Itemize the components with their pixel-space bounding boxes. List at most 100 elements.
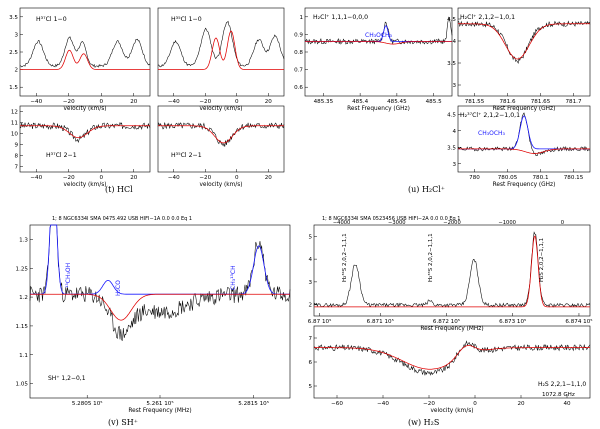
- panel-hcl-1-0-37-ytick-label: 2.5: [9, 50, 18, 56]
- panel-h2s-top: 6.87 10⁵ 6.871 10⁵ 6.872 10⁵ 6.873 10⁵ 6.874…: [308, 220, 593, 332]
- panel-shp-xlabel: Rest Frequency (MHz): [128, 408, 191, 414]
- bluelabel-shp-h2co: H₂CO: [115, 280, 122, 296]
- panel-h2cl-780-xtick-label: 780.1: [532, 175, 548, 181]
- panel-h2s-bottom-xtick-label: 40: [563, 401, 571, 407]
- header-h2s: 1; 8 NGC6334I SMA 0523456 USB HIFI−2A 0.…: [322, 216, 460, 222]
- panel-hcl-2-1-35-xtick-label: −20: [199, 175, 211, 181]
- panel-hcl-1-0-37-xtick-label: 20: [130, 99, 138, 105]
- label-h2cl-485: H₂Cl⁺ 1,1,1−0,0,0: [313, 14, 368, 21]
- h2s-top-axis-label: −2000: [443, 220, 461, 226]
- panel-h2cl-780-ytick-label: 4.5: [447, 112, 456, 118]
- h2s-top-axis-label: 0: [561, 220, 564, 226]
- panel-h2cl-781-xtick-label: 781.65: [531, 99, 551, 105]
- panel-h2cl-781-ytick-label: 3.5: [447, 61, 456, 67]
- panel-h2cl-485-xtick-label: 485.35: [314, 99, 334, 105]
- linelabel-h2s33: H₂³³S 2,0,2−1,1,1: [427, 233, 434, 282]
- linelabel-h2s34: H₂³⁴S 2,0,2−1,1,1: [341, 233, 348, 282]
- panel-hcl-2-1-37-xtick-label: −20: [63, 175, 75, 181]
- panel-hcl-1-0-37-xtick-label: 0: [99, 99, 103, 105]
- panel-h2cl-780-ytick-label: 4: [452, 129, 456, 135]
- h2s-top-axis-label: −4000: [333, 220, 351, 226]
- panel-h2s-bottom-xlabel: velocity (km/s): [431, 408, 474, 414]
- caption-u: (u) H₂Cl⁺: [408, 185, 445, 194]
- panel-h2s-top-axes: [313, 224, 591, 317]
- model-hcl-2-1-35: [158, 125, 284, 144]
- panel-hcl-2-1-37-ytick-label: 9: [14, 143, 18, 149]
- bluelabel-h2cl-780: CH₃OCH₃: [478, 130, 506, 137]
- spectrum-h2s-top: [313, 231, 591, 308]
- model-h2cl-780: [458, 148, 590, 154]
- panel-h2cl-780-xtick-label: 780.15: [564, 175, 584, 181]
- panel-h2cl-781-ytick-label: 4.5: [447, 17, 456, 23]
- panel-hcl-1-0-35-xtick-label: −20: [199, 99, 211, 105]
- panel-h2s-top-xtick-label: 6.871 10⁵: [367, 318, 394, 325]
- label-h2cl-781: H₂Cl⁺ 2,1,2−1,0,1: [460, 14, 515, 21]
- panel-h2s-bottom-xtick-label: 0: [473, 401, 477, 407]
- panel-h2cl-485-ytick-label: 1: [299, 15, 303, 21]
- panel-hcl-2-1-37-ytick-label: 11: [11, 121, 19, 127]
- panel-hcl-2-1-37-axes: [19, 105, 151, 173]
- panel-hcl-1-0-37-ytick-label: 3.5: [9, 15, 18, 21]
- panel-h2cl-781-axes: [457, 7, 591, 97]
- panel-hcl-2-1-37-ytick-label: 8: [14, 154, 18, 160]
- panel-shp-ytick-label: 1.3: [19, 237, 28, 243]
- panel-shp-xtick-label: 5.2815 10⁵: [238, 400, 269, 407]
- h2s-top-axis-label: −1000: [498, 220, 516, 226]
- panel-hcl-2-1-35: −40 −20 0 20 velocity (km/s): [157, 105, 285, 188]
- bluelabel-shp-13ch3oh: ¹³CH₃OH: [65, 263, 72, 288]
- panel-h2cl-780-ytick-label: 3.5: [447, 145, 456, 151]
- model-shp: [30, 293, 290, 321]
- panel-h2cl-485-ytick-label: 0.9: [294, 32, 303, 38]
- spectrum-h2cl-781: [457, 20, 591, 64]
- panel-h2cl-485-ytick-label: 0.8: [294, 50, 303, 56]
- panel-h2cl-780-xtick-label: 780: [469, 175, 480, 181]
- panel-h2s-top-ytick-label: 5: [308, 234, 312, 240]
- panel-h2cl-780: 780 780.05 780.1 780.15 3 3.5 4 4.5 Rest Frequen…: [447, 105, 591, 188]
- panel-hcl-1-0-35-xlabel: velocity (km/s): [200, 106, 243, 112]
- panel-shp-axes: [29, 224, 291, 399]
- panel-hcl-1-0-37-ytick-label: 3: [14, 32, 18, 38]
- panel-shp-xtick-label: 5.261 10⁵: [146, 400, 173, 407]
- panel-h2s-bottom-ytick-label: 7: [308, 336, 312, 342]
- panel-hcl-1-0-37-ytick-label: 1.5: [9, 85, 18, 91]
- panel-h2cl-781-xlabel: Rest Frequency (GHz): [493, 106, 556, 112]
- panel-hcl-1-0-37-xtick-label: −20: [63, 99, 75, 105]
- panel-hcl-2-1-37: −40 −20 0 20 7 8 9 10 11 12 velocity (km/s): [11, 105, 151, 188]
- panel-h2cl-780-xtick-label: 780.05: [498, 175, 518, 181]
- panel-h2s-top-xlabel: Rest Frequency (MHz): [420, 326, 483, 332]
- spectrum-h2cl-780: [457, 112, 591, 156]
- panel-h2s-bottom-xtick-label: −60: [331, 401, 343, 407]
- model-h2cl-781: [458, 23, 590, 60]
- panel-hcl-2-1-35-xtick-label: −40: [168, 175, 180, 181]
- panel-hcl-2-1-35-xtick-label: 0: [235, 175, 239, 181]
- panel-hcl-1-0-37-xlabel: velocity (km/s): [64, 106, 107, 112]
- panel-hcl-1-0-37: −40 −20 0 20 1.5 2 2.5 3 3.5 velocity (km/s): [9, 7, 151, 112]
- panel-shp-xtick-label: 5.2805 10⁵: [72, 400, 103, 407]
- sublabel-h2s-bottom: 1072.8 GHz: [542, 392, 575, 398]
- panel-h2cl-781-xtick-label: 781.6: [499, 99, 515, 105]
- label-hcl-1-0-35: H³⁵Cl 1−0: [171, 16, 202, 23]
- panel-h2s-top-xtick-label: 6.874 10⁵: [565, 318, 592, 325]
- panel-h2cl-485: 485.35 485.4 485.45 485.5 0.6 0.7 0.8 0.9 1 Rest …: [294, 7, 453, 112]
- panel-hcl-1-0-35-axes: [157, 7, 285, 97]
- panel-hcl-2-1-37-ytick-label: 10: [11, 132, 19, 138]
- panel-h2cl-781-ytick-label: 4: [452, 39, 456, 45]
- panel-hcl-2-1-35-xtick-label: 20: [265, 175, 273, 181]
- panel-h2s-bottom-ytick-label: 6: [308, 360, 312, 366]
- label-hcl-2-1-35: H³⁵Cl 2−1: [171, 152, 202, 159]
- panel-hcl-2-1-35-axes: [157, 105, 285, 173]
- label-hcl-2-1-37: H³⁷Cl 2−1: [46, 152, 77, 159]
- label-hcl-1-0-37: H³⁷Cl 1−0: [36, 16, 67, 23]
- caption-t: (t) HCl: [105, 185, 133, 194]
- model-h2s-bottom: [314, 345, 590, 370]
- panel-h2s-bottom: −60 −40 −20 0 20 40 5 6 7 velocity (km/s): [308, 325, 591, 414]
- panel-h2cl-485-xlabel: Rest Frequency (GHz): [347, 106, 410, 112]
- panel-h2s-top-xtick-label: 6.872 10⁵: [433, 318, 460, 325]
- caption-w: (w) H₂S: [408, 418, 439, 427]
- panel-hcl-1-0-35-xtick-label: 0: [235, 99, 239, 105]
- panel-h2s-bottom-ytick-label: 5: [308, 384, 312, 390]
- bluelabel-shp-ch3ch: CH₃¹³CH: [230, 265, 237, 290]
- linelabel-h2s: H₂S 2,0,2−1,1,1: [539, 238, 545, 282]
- panel-h2s-top-xtick-label: 6.87 10⁵: [308, 318, 332, 325]
